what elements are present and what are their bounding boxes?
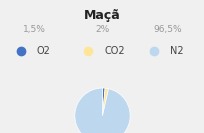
- Text: O2: O2: [37, 45, 51, 56]
- Text: 96,5%: 96,5%: [153, 25, 182, 34]
- Wedge shape: [74, 88, 130, 133]
- Wedge shape: [102, 88, 108, 116]
- Text: 2%: 2%: [95, 25, 109, 34]
- Text: CO2: CO2: [104, 45, 125, 56]
- Text: Maçã: Maçã: [84, 9, 120, 22]
- Wedge shape: [102, 88, 105, 116]
- Text: N2: N2: [169, 45, 183, 56]
- Text: 1,5%: 1,5%: [23, 25, 46, 34]
